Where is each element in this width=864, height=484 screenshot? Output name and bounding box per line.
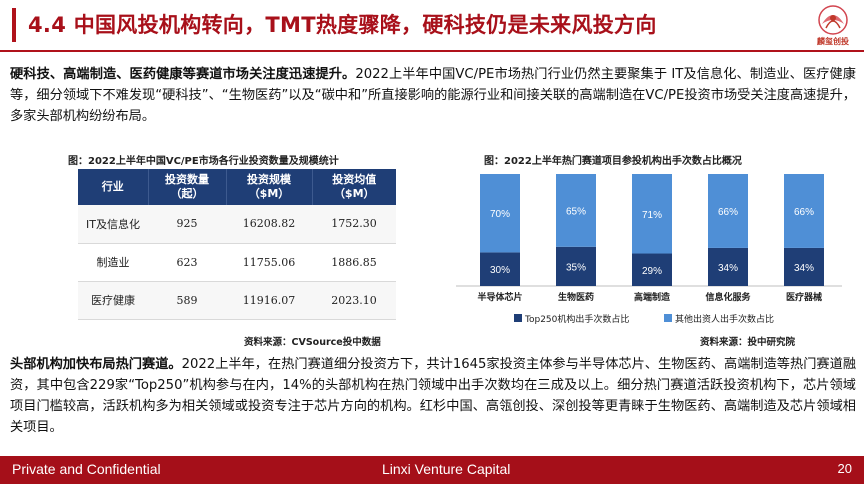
chart-caption: 图：2022上半年热门赛道项目参投机构出手次数占比概况 [484,156,742,167]
table-cell-average: 2023.10 [312,281,396,320]
table-row: 医疗健康 589 11916.07 2023.10 [78,281,396,320]
bar-segment-others [708,174,748,248]
table-cell-amount: 16208.82 [226,205,312,244]
bar-segment-top250 [784,247,824,286]
second-paragraph: 头部机构加快布局热门赛道。2022上半年，在热门赛道细分投资方下，共计1645家… [10,354,856,438]
table-header-industry: 行业 [78,169,149,205]
data-label: 71% [642,210,662,221]
table-source: 资料来源：CVSource投中数据 [244,337,381,348]
footer-bar: Private and Confidential Linxi Venture C… [0,456,864,484]
second-body: 2022上半年，在热门赛道细分投资方下，共计1645家投资主体参与半导体芯片、生… [10,357,857,435]
second-bold-lead: 头部机构加快布局热门赛道。 [10,357,182,372]
chart-source: 资料来源：投中研究院 [700,337,796,348]
bar-segment-others [480,174,520,253]
intro-paragraph: 硬科技、高端制造、医药健康等赛道市场关注度迅速提升。2022上半年中国VC/PE… [10,64,856,127]
bar-segment-top250 [556,246,596,286]
table-cell-average: 1752.30 [312,205,396,244]
data-label: 35% [566,262,586,273]
table-cell-industry: 医疗健康 [78,281,148,320]
table-cell-industry: 制造业 [78,243,148,282]
intro-bold-lead: 硬科技、高端制造、医药健康等赛道市场关注度迅速提升。 [10,67,356,82]
stacked-bar-chart: 30% 70% 半导体芯片 35% 65% 生物医药 29% 71% 高端制造 34% 66% 信息化… [456,174,842,325]
data-label: 66% [718,207,738,218]
footer-company: Linxi Venture Capital [382,461,511,477]
table-cell-count: 589 [148,281,226,320]
table-cell-amount: 11916.07 [226,281,312,320]
company-logo-icon [818,5,848,35]
data-label: 34% [718,263,738,274]
data-label: 30% [490,265,510,276]
table-header-count: 投资数量 （起） [148,169,227,205]
table-cell-count: 623 [148,243,226,282]
bar-segment-top250 [708,247,748,286]
title-divider [0,50,864,52]
table-cell-amount: 11755.06 [226,243,312,282]
table-caption: 图：2022上半年中国VC/PE市场各行业投资数量及规模统计 [68,156,339,167]
x-tick-label: 医疗器械 [786,291,822,303]
legend-label: Top250机构出手次数占比 [524,313,629,325]
data-label: 65% [566,206,586,217]
title-bar: 4.4 中国风投机构转向，TMT热度骤降，硬科技仍是未来风投方向 麟玺创投 [0,0,864,52]
title-accent-bar [12,8,16,42]
table-header-average: 投资均值 （$M） [312,169,396,205]
data-label: 34% [794,263,814,274]
table-cell-average: 1886.85 [312,243,396,282]
bar-segment-others [632,174,672,254]
data-label: 70% [490,209,510,220]
table-row: 制造业 623 11755.06 1886.85 [78,243,396,282]
legend-swatch [514,314,522,322]
x-tick-label: 生物医药 [558,291,594,303]
x-tick-label: 高端制造 [634,291,671,303]
page-title: 4.4 中国风投机构转向，TMT热度骤降，硬科技仍是未来风投方向 [28,13,657,37]
legend-swatch [664,314,672,322]
table-cell-count: 925 [148,205,226,244]
table-row: IT及信息化 925 16208.82 1752.30 [78,205,396,244]
data-label: 66% [794,207,814,218]
page-number: 20 [837,461,852,476]
logo-text: 麟玺创投 [817,37,849,46]
bar-segment-top250 [480,252,520,286]
table-header-amount: 投资规模 （$M） [226,169,313,205]
table-cell-industry: IT及信息化 [78,205,148,244]
x-tick-label: 半导体芯片 [477,291,522,303]
data-label: 29% [642,266,662,277]
footer-confidential: Private and Confidential [12,461,161,477]
table-header-row: 行业 投资数量 （起） 投资规模 （$M） 投资均值 （$M） [78,169,396,205]
bar-segment-others [784,174,824,248]
x-tick-label: 信息化服务 [705,291,751,303]
intro-body: 2022上半年中国VC/PE市场热门行业仍然主要聚集于 IT及信息化、制造业、医… [10,67,856,124]
legend-label: 其他出资人出手次数占比 [675,313,774,325]
bar-segment-others [556,174,596,247]
bar-segment-top250 [632,253,672,286]
industry-investment-table: 行业 投资数量 （起） 投资规模 （$M） 投资均值 （$M） IT及信息化 925 … [78,169,396,320]
